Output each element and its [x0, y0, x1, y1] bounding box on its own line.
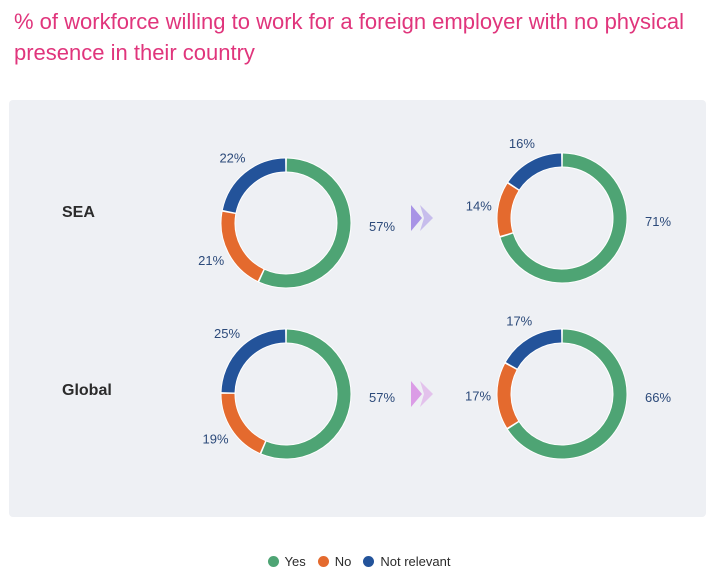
data-label-no-sea-1: 21%: [198, 253, 224, 268]
data-label-no-global-1: 19%: [203, 432, 229, 447]
donut-segment-no-sea-1: [221, 211, 264, 281]
legend-label-yes: Yes: [284, 554, 306, 569]
data-label-yes-sea-2: 71%: [645, 214, 671, 229]
data-label-yes-global-2: 66%: [645, 390, 671, 405]
legend: Yes No Not relevant: [0, 554, 718, 569]
legend-swatch-not-relevant: [363, 556, 375, 567]
data-label-not-relevant-sea-1: 22%: [219, 150, 245, 165]
data-label-no-sea-2: 14%: [466, 198, 492, 213]
data-label-not-relevant-global-2: 17%: [506, 314, 532, 329]
donut-segment-not-relevant-global-2: [505, 329, 562, 369]
legend-item-not-relevant: Not relevant: [363, 554, 450, 569]
donut-segment-no-global-2: [497, 363, 519, 428]
legend-label-no: No: [334, 554, 352, 569]
legend-item-yes: Yes: [267, 554, 306, 569]
arrow-icon-sea: [411, 205, 433, 231]
donut-segment-no-global-1: [221, 393, 266, 453]
donut-segment-no-sea-2: [497, 183, 519, 236]
chart-title: % of workforce willing to work for a for…: [14, 9, 685, 65]
legend-label-not-relevant: Not relevant: [380, 554, 451, 569]
donut-segment-not-relevant-sea-1: [222, 158, 286, 213]
row-label-sea: SEA: [62, 204, 95, 221]
row-label-global: Global: [62, 382, 112, 399]
donut-segment-yes-global-2: [508, 329, 627, 459]
donut-segment-yes-sea-2: [500, 153, 627, 283]
donut-segment-not-relevant-global-1: [221, 329, 286, 393]
arrow-icon-global: [411, 381, 433, 407]
data-label-yes-global-1: 57%: [369, 390, 395, 405]
data-label-no-global-2: 17%: [465, 389, 491, 404]
data-label-yes-sea-1: 57%: [369, 219, 395, 234]
data-label-not-relevant-global-1: 25%: [214, 326, 240, 341]
data-label-not-relevant-sea-2: 16%: [509, 136, 535, 151]
donut-segment-yes-global-1: [261, 329, 351, 459]
donut-segment-yes-sea-1: [259, 158, 351, 288]
donut-segment-not-relevant-sea-2: [508, 153, 562, 190]
legend-swatch-no: [317, 556, 329, 567]
legend-item-no: No: [317, 554, 352, 569]
legend-swatch-yes: [267, 556, 279, 567]
